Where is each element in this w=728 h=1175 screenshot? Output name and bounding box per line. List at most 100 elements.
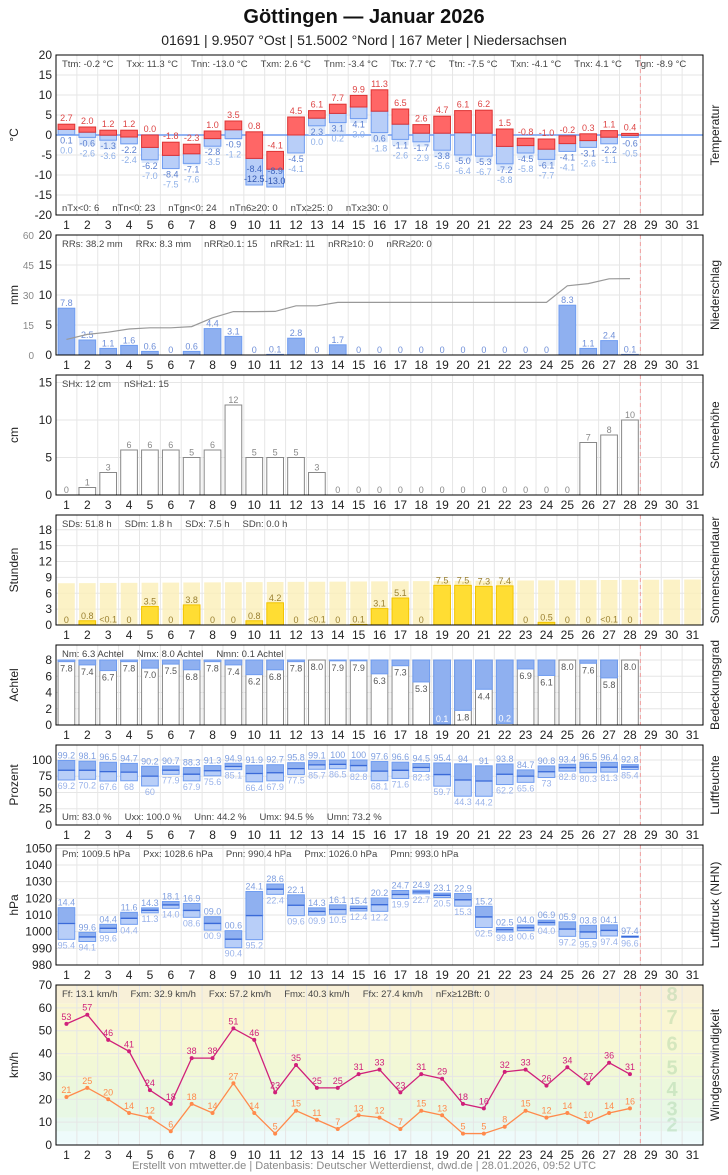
x-tick-label: 7: [188, 728, 195, 742]
mean-wind-point: [189, 1101, 194, 1106]
possible-sunshine-bar: [642, 579, 660, 625]
sunshine-label: 3.1: [373, 599, 386, 609]
x-tick-label: 21: [477, 498, 491, 512]
sunshine-label: 7.5: [436, 575, 449, 585]
snow-bar: [203, 449, 222, 496]
ground-min-bar: [141, 159, 159, 163]
snow-label: 0: [460, 485, 465, 495]
max-label: 90.2: [141, 756, 159, 766]
stat-value: Nm: 6.3 Achtel: [62, 649, 124, 660]
tmin-bar: [203, 138, 222, 147]
tmin-bar: [516, 145, 535, 154]
possible-sunshine-bar: [225, 582, 242, 625]
x-tick-label: 25: [561, 498, 575, 512]
sunshine-label: 0: [627, 615, 632, 625]
gust-point: [544, 1083, 549, 1088]
stat-value: nTn<0: 23: [112, 203, 156, 214]
min-label: 96.6: [621, 938, 639, 948]
x-tick-label: 26: [582, 1148, 596, 1162]
max-label: 91: [479, 756, 489, 766]
stats-row: Ff: 13.1 km/h Fxm: 32.9 km/h Fxx: 57.2 km/…: [62, 989, 490, 1000]
tmax-label: 3.5: [227, 110, 240, 120]
y-tick-label: 12: [39, 555, 53, 569]
x-tick-label: 3: [105, 1148, 112, 1162]
stat-value: RRs: 38.2 mm: [62, 239, 123, 250]
min-label: 10.5: [329, 915, 347, 925]
tmax-label: 1.0: [206, 120, 219, 130]
tmax-label: 1.1: [603, 120, 616, 130]
sunshine-label: <0.1: [308, 615, 326, 625]
tmax-label: 2.6: [415, 114, 428, 124]
max-label: 91.9: [246, 755, 264, 765]
tmin-bar: [78, 131, 97, 138]
beaufort-band: [56, 1030, 703, 1056]
cloud-label: 0.1: [436, 714, 449, 724]
tground-label: -1.1: [601, 155, 617, 165]
plot-frame: [55, 984, 704, 1146]
x-tick-label: 31: [686, 358, 700, 372]
x-tick-label: 7: [188, 498, 195, 512]
min-label: 77.9: [162, 775, 180, 785]
range-lower-bar: [57, 769, 76, 781]
max-label: 23.1: [433, 883, 451, 893]
x-tick-label: 3: [105, 968, 112, 982]
tmin-bar: [475, 132, 493, 157]
tmax-label: -0.2: [560, 125, 576, 135]
min-label: 68: [124, 782, 134, 792]
range-lower-bar: [454, 779, 472, 797]
precip-label: 0: [523, 345, 528, 355]
range-lower-bar: [600, 766, 618, 773]
range-upper-bar: [78, 931, 97, 938]
max-label: 93.4: [559, 754, 577, 764]
snow-bar: [78, 487, 97, 496]
max-label: 22.1: [287, 885, 305, 895]
stat-value: Umx: 94.5 %: [259, 812, 314, 823]
mean-wind-label: 18: [187, 1092, 197, 1102]
tmax-bar: [99, 129, 118, 136]
x-tick-label: 4: [126, 218, 133, 232]
y-tick-label: 0: [45, 1138, 52, 1152]
tground-label: -2.6: [580, 158, 596, 168]
gust-point: [231, 1026, 236, 1031]
beaufort-number: 5: [666, 1057, 677, 1079]
x-tick-label: 6: [167, 628, 174, 642]
tmin-label: 0.6: [373, 134, 386, 144]
x-tick-label: 6: [167, 498, 174, 512]
x-tick-label: 8: [209, 498, 216, 512]
x-tick-label: 23: [519, 828, 533, 842]
y-tick-label: 50: [39, 1024, 53, 1038]
x-tick-label: 3: [105, 628, 112, 642]
range-upper-bar: [78, 760, 97, 771]
range-lower-bar: [266, 888, 284, 895]
mean-wind-label: 13: [437, 1103, 447, 1113]
precip-label: 0: [168, 345, 173, 355]
x-tick-label: 26: [582, 628, 596, 642]
x-tick-label: 19: [435, 728, 449, 742]
tmin-label: -3.1: [580, 148, 596, 158]
possible-sunshine-bar: [78, 583, 96, 625]
precip-label: 0: [377, 345, 382, 355]
tmin-label: -2.8: [205, 147, 221, 157]
x-tick-label: 1: [63, 828, 70, 842]
x-tick-label: 22: [498, 498, 512, 512]
stat-value: RRx: 8.3 mm: [135, 239, 192, 250]
range-lower-bar: [516, 775, 535, 783]
tground-label: 0.0: [311, 137, 324, 147]
beaufort-number: 4: [666, 1079, 678, 1101]
cloud-label: 7.8: [60, 664, 73, 674]
cloud-label: 5.3: [415, 684, 428, 694]
gust-point: [273, 1090, 278, 1095]
sunshine-label: 0: [565, 615, 570, 625]
tmin-label: -2.2: [121, 145, 137, 155]
ground-min-bar: [454, 155, 472, 161]
precip-label: 0.6: [185, 341, 198, 351]
min-label: 80.3: [579, 774, 597, 784]
max-label: 94.9: [225, 753, 243, 763]
y2-tick-label: 60: [23, 231, 35, 242]
x-tick-label: 18: [415, 358, 429, 372]
range-lower-bar: [370, 770, 389, 782]
mean-wind-point: [377, 1115, 382, 1120]
x-tick-label: 21: [477, 358, 491, 372]
max-label: 15.2: [475, 896, 493, 906]
x-tick-label: 14: [331, 968, 345, 982]
